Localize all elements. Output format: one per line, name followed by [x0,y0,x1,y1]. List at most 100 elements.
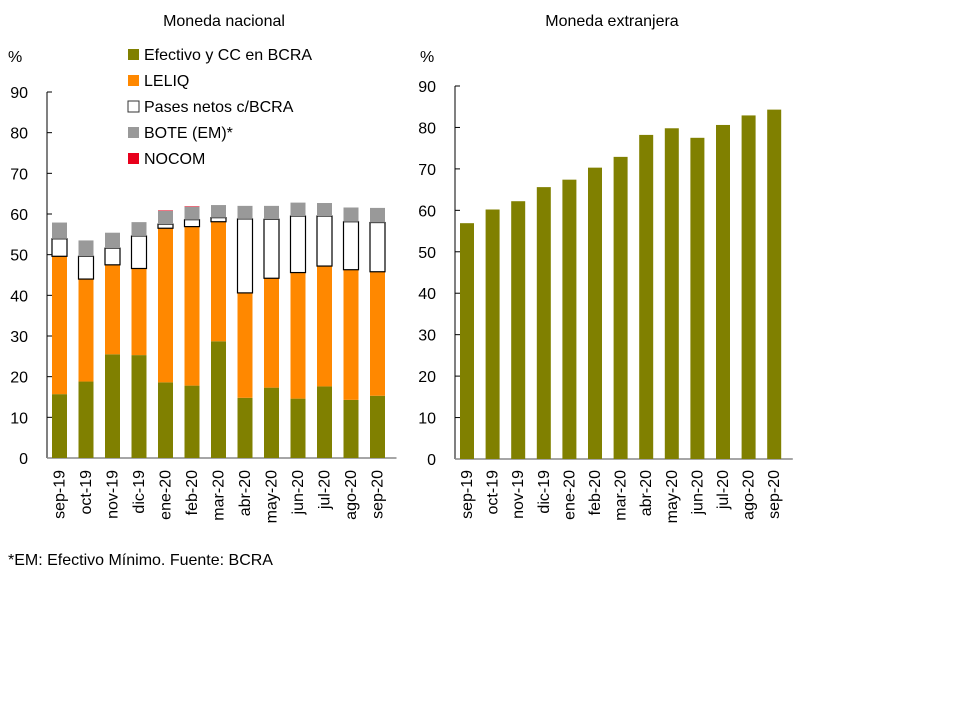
x-tick-label: mar-20 [211,470,228,521]
bar-efectivo-y-cc-en-bcra [536,187,551,459]
x-tick-label: sep-20 [370,470,387,519]
bar-bote-em [317,203,332,217]
bar-pases-netos-c-bcra [183,219,201,228]
bar-nocom [158,210,173,211]
bar-efectivo-y-cc-en-bcra [511,201,526,459]
x-tick-label: jul-20 [715,470,732,510]
y-tick-label: 80 [418,120,436,137]
bar-leliq [158,228,173,383]
bar-efectivo-y-cc-en-bcra [460,223,474,459]
bar-efectivo-y-cc-en-bcra [343,399,359,458]
bar-efectivo-y-cc-en-bcra [317,386,332,458]
bar-pases-netos-c-bcra [342,221,360,271]
bar-bote-em [78,240,94,257]
x-tick-label: abr-20 [638,470,655,516]
bar-efectivo-y-cc-en-bcra [78,381,94,458]
y-tick-label: 0 [19,451,28,468]
bar-leliq [78,279,94,382]
footnote: *EM: Efectivo Mínimo. Fuente: BCRA [8,552,273,569]
y-tick-label: 20 [418,369,436,386]
x-tick-label: sep-19 [459,470,476,519]
bar-efectivo-y-cc-en-bcra [664,128,679,460]
bar-bote-em [131,222,147,236]
chart-title: Moneda extranjera [545,13,679,30]
bar-efectivo-y-cc-en-bcra [370,395,385,458]
bar-pases-netos-c-bcra [369,221,386,273]
x-tick-label: jun-20 [689,470,706,516]
y-tick-label: 30 [10,329,28,346]
legend-label: LELIQ [144,73,189,90]
bar-leliq [264,278,279,388]
bar-pases-netos-c-bcra [157,223,174,229]
y-tick-label: 60 [418,203,436,220]
bar-bote-em [264,205,279,220]
x-tick-label: jun-20 [290,470,307,516]
bar-bote-em [158,210,173,225]
legend-label: Pases netos c/BCRA [144,99,294,116]
legend-swatch [128,153,139,164]
y-tick-label: 90 [10,85,28,102]
bar-pases-netos-c-bcra [51,238,68,257]
x-tick-label: nov-19 [105,470,122,519]
legend-swatch [128,49,139,60]
bar-efectivo-y-cc-en-bcra [690,137,705,460]
legend-label: NOCOM [144,151,205,168]
y-tick-label: 40 [10,288,28,305]
bar-bote-em [237,205,253,219]
bar-efectivo-y-cc-en-bcra [290,398,306,458]
y-tick-label: 0 [427,452,436,469]
x-tick-label: sep-19 [52,470,69,519]
y-tick-label: 50 [418,245,436,262]
y-axis-unit-label: % [420,49,434,66]
bar-leliq [237,292,253,398]
bar-efectivo-y-cc-en-bcra [716,124,730,460]
bar-pases-netos-c-bcra [289,215,307,274]
bar-pases-netos-c-bcra [263,218,280,279]
chart-title: Moneda nacional [163,13,285,30]
y-tick-label: 70 [418,162,436,179]
y-tick-label: 80 [10,126,28,143]
bar-leliq [131,268,147,356]
bar-leliq [290,272,306,399]
y-tick-label: 60 [10,207,28,224]
y-tick-label: 40 [418,286,436,303]
bar-nocom [184,206,200,207]
bar-efectivo-y-cc-en-bcra [562,179,577,460]
y-tick-label: 70 [10,166,28,183]
y-tick-label: 90 [418,79,436,96]
bar-pases-netos-c-bcra [104,247,121,266]
x-tick-label: dic-19 [131,470,148,514]
bar-leliq [211,221,226,342]
bar-efectivo-y-cc-en-bcra [613,156,628,459]
bar-leliq [105,264,120,355]
x-tick-label: may-20 [264,470,281,523]
legend-swatch [127,100,140,113]
x-tick-label: ago-20 [741,470,758,520]
y-tick-label: 10 [418,411,436,428]
legend-swatch [128,75,139,86]
bar-pases-netos-c-bcra [316,215,333,267]
bar-efectivo-y-cc-en-bcra [741,115,756,460]
x-tick-label: ene-20 [561,470,578,520]
x-tick-label: abr-20 [237,470,254,516]
x-tick-label: oct-19 [78,470,95,515]
bar-efectivo-y-cc-en-bcra [485,209,500,459]
bar-efectivo-y-cc-en-bcra [184,385,200,458]
bar-bote-em [370,207,385,223]
x-tick-label: oct-19 [485,470,502,515]
bar-efectivo-y-cc-en-bcra [237,397,253,458]
y-tick-label: 30 [418,328,436,345]
bar-leliq [370,271,385,396]
legend-swatch [128,127,139,138]
bar-efectivo-y-cc-en-bcra [52,394,67,458]
bar-efectivo-y-cc-en-bcra [767,109,782,459]
x-tick-label: nov-19 [510,470,527,519]
bar-leliq [317,266,332,387]
bar-leliq [343,269,359,400]
legend-label: Efectivo y CC en BCRA [144,47,312,64]
y-tick-label: 20 [10,370,28,387]
legend-label: BOTE (EM)* [144,125,233,142]
y-axis-unit-label: % [8,49,22,66]
bar-efectivo-y-cc-en-bcra [131,355,147,458]
